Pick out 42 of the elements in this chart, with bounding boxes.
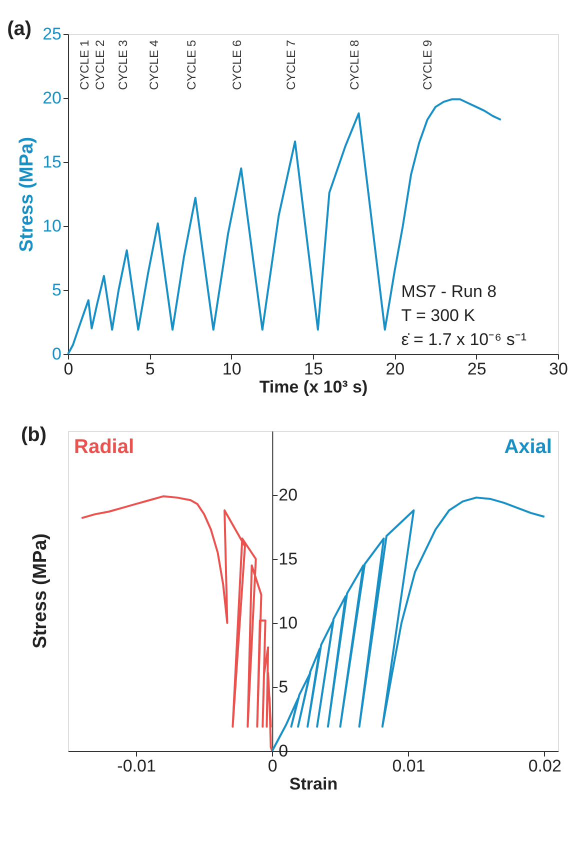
- y-tick-label: 20: [278, 486, 298, 504]
- x-tick-label: 0: [64, 360, 74, 378]
- x-axis-title: Strain: [289, 774, 338, 794]
- annotation: CYCLE 7: [284, 40, 298, 90]
- x-tick-label: 5: [145, 360, 155, 378]
- y-tick-label: 0: [52, 344, 62, 364]
- x-tick-label: 25: [467, 360, 486, 378]
- y-tick-label: 10: [278, 614, 298, 632]
- annotation: MS7 - Run 8: [401, 282, 497, 301]
- annotation: CYCLE 2: [92, 40, 107, 90]
- chart-title: (b): [21, 424, 47, 446]
- x-tick-label: 10: [222, 360, 242, 378]
- annotation: CYCLE 9: [420, 40, 434, 90]
- annotation: CYCLE 3: [116, 40, 130, 90]
- x-tick-label: 0.01: [392, 756, 426, 776]
- y-axis-title: Stress (MPa): [16, 136, 38, 252]
- line-series: [80, 495, 274, 752]
- y-tick-label: 5: [278, 678, 288, 696]
- y-tick-label: 25: [42, 24, 62, 44]
- x-tick-label: -0.01: [117, 756, 156, 776]
- annotation: CYCLE 8: [348, 40, 362, 90]
- line-series: [67, 98, 502, 355]
- annotation: CYCLE 4: [146, 40, 161, 90]
- annotation: ε̇ = 1.7 x 10⁻⁶ s⁻¹: [401, 330, 527, 349]
- x-axis-title: Time (x 10³ s): [259, 378, 368, 396]
- x-tick-label: 20: [386, 360, 405, 378]
- x-tick-label: 30: [549, 360, 568, 378]
- text: Radial: [74, 436, 134, 458]
- y-axis-title: Stress (MPa): [30, 533, 51, 649]
- y-tick-label: 5: [52, 280, 62, 300]
- annotation: CYCLE 1: [77, 40, 92, 90]
- annotation: CYCLE 6: [230, 40, 244, 90]
- annotation: CYCLE 5: [184, 40, 198, 90]
- annotation: T = 300 K: [401, 306, 476, 325]
- y-tick-label: 15: [42, 152, 62, 172]
- y-tick-label: 15: [278, 550, 298, 568]
- text: Axial: [504, 436, 552, 458]
- x-tick-label: 0.02: [528, 756, 562, 776]
- x-tick-label: 15: [304, 360, 323, 378]
- chart-title: (a): [7, 18, 32, 40]
- y-tick-label: 10: [42, 216, 62, 236]
- y-tick-label: 20: [42, 88, 62, 108]
